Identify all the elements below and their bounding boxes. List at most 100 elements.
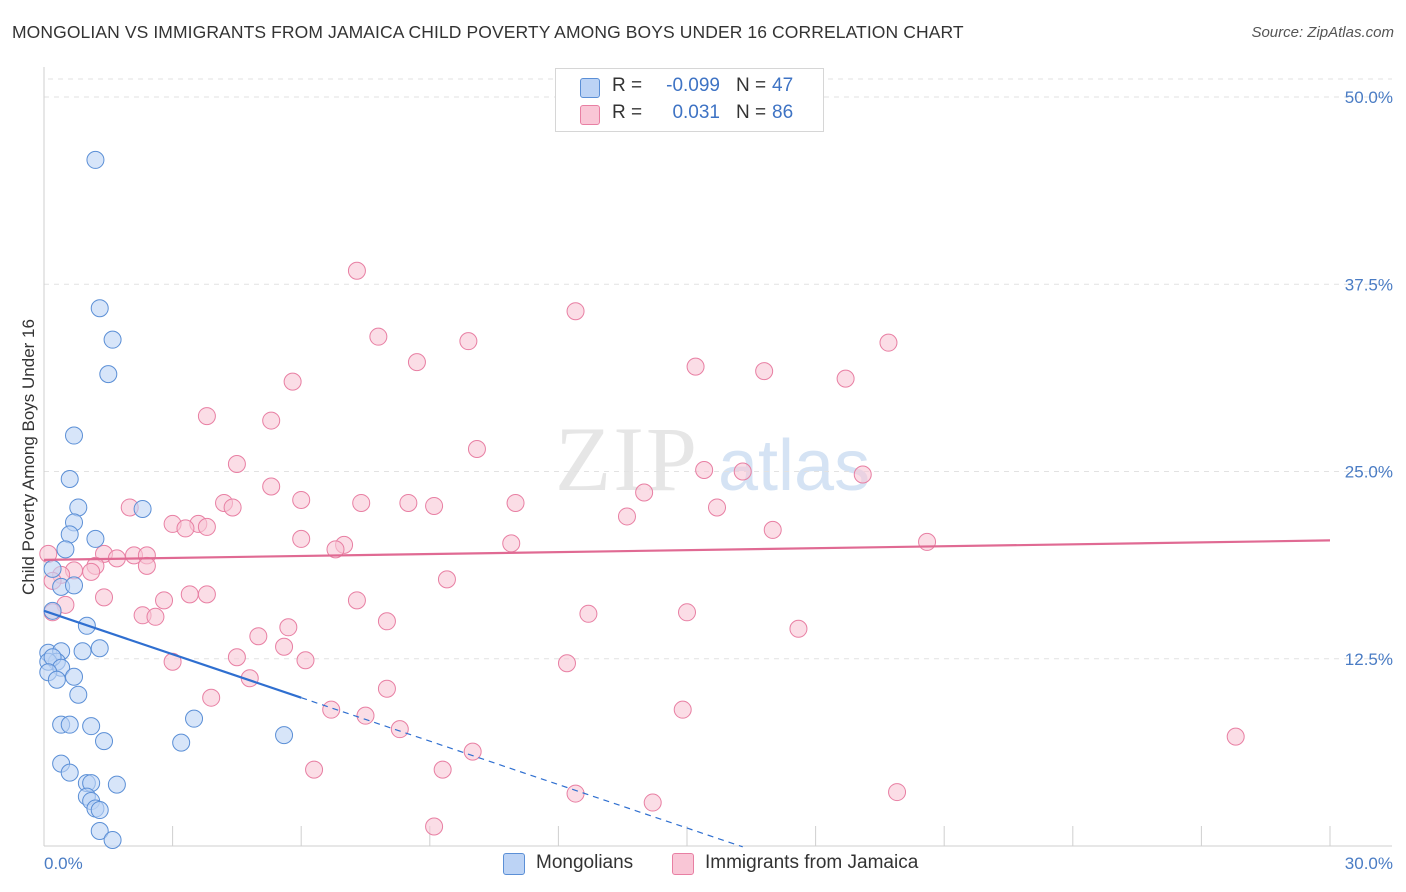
jamaica-point	[459, 332, 478, 351]
jamaica-point	[733, 462, 752, 481]
n-value: 47	[772, 75, 794, 96]
jamaica-point	[399, 493, 418, 512]
mongolians-point	[60, 525, 79, 544]
mongolians-point	[65, 426, 84, 445]
r-label: R =	[612, 102, 643, 123]
jamaica-point	[566, 302, 585, 321]
jamaica-point	[635, 483, 654, 502]
jamaica-point	[137, 556, 156, 575]
mongolians-point	[90, 639, 109, 658]
jamaica-point	[433, 760, 452, 779]
jamaica-point	[918, 532, 937, 551]
mongolians-point	[185, 709, 204, 728]
jamaica-point	[557, 654, 576, 673]
jamaica-point	[755, 362, 774, 381]
jamaica-point	[617, 507, 636, 526]
chart-title: MONGOLIAN VS IMMIGRANTS FROM JAMAICA CHI…	[12, 22, 964, 42]
mongolians-point	[90, 822, 109, 841]
stats-legend: R = -0.099 N = 47 R = 0.031 N = 86	[555, 68, 824, 132]
x-tick-labels: 0.0% 30.0%	[44, 854, 1393, 873]
r-value: 0.031	[672, 102, 720, 123]
trend-lines	[43, 539, 1331, 848]
legend-label: Mongolians	[536, 852, 634, 873]
jamaica-point	[262, 411, 281, 430]
jamaica-point	[82, 562, 101, 581]
jamaica-point	[352, 493, 371, 512]
jamaica-point	[673, 700, 692, 719]
jamaica-point	[879, 333, 898, 352]
jamaica-point	[347, 261, 366, 280]
gridlines	[44, 78, 1392, 660]
jamaica-swatch	[580, 105, 600, 125]
jamaica-point	[292, 529, 311, 548]
mongolians-trend-extension	[301, 697, 743, 848]
n-label: N =	[736, 75, 767, 96]
jamaica-point	[467, 440, 486, 459]
legend-label: Immigrants from Jamaica	[705, 852, 919, 873]
jamaica-trend-line	[43, 539, 1331, 561]
jamaica-point	[227, 455, 246, 474]
jamaica-point	[326, 540, 345, 559]
series-mongolians	[39, 150, 294, 850]
jamaica-legend-swatch	[672, 853, 694, 875]
jamaica-point	[202, 688, 221, 707]
mongolians-point	[95, 732, 114, 751]
jamaica-point	[146, 607, 165, 626]
jamaica-point	[279, 618, 298, 637]
n-label: N =	[736, 102, 767, 123]
jamaica-point	[197, 585, 216, 604]
jamaica-point	[227, 648, 246, 667]
jamaica-point	[1226, 727, 1245, 746]
jamaica-point	[155, 591, 174, 610]
jamaica-point	[763, 520, 782, 539]
mongolians-point	[56, 540, 75, 559]
mongolians-point	[86, 529, 105, 548]
r-label: R =	[612, 75, 643, 96]
mongolians-point	[65, 667, 84, 686]
jamaica-point	[425, 496, 444, 515]
n-value: 86	[772, 102, 794, 123]
mongolians-point	[65, 576, 84, 595]
jamaica-point	[390, 720, 409, 739]
x-tick-label: 0.0%	[44, 854, 83, 873]
jamaica-point	[643, 793, 662, 812]
jamaica-point	[197, 407, 216, 426]
jamaica-point	[176, 519, 195, 538]
mongolians-trend-line	[43, 609, 302, 699]
jamaica-point	[283, 372, 302, 391]
mongolians-legend-swatch	[503, 853, 525, 875]
jamaica-point	[180, 585, 199, 604]
jamaica-point	[197, 517, 216, 536]
mongolians-point	[73, 642, 92, 661]
watermark: ZIP atlas	[555, 408, 870, 510]
jamaica-point	[789, 619, 808, 638]
jamaica-point	[708, 498, 727, 517]
jamaica-point	[566, 784, 585, 803]
y-tick-label: 25.0%	[1345, 463, 1393, 482]
mongolians-point	[86, 150, 105, 169]
jamaica-point	[579, 604, 598, 623]
jamaica-point	[437, 570, 456, 589]
jamaica-point	[249, 627, 268, 646]
jamaica-point	[356, 706, 375, 725]
jamaica-point	[502, 534, 521, 553]
r-value: -0.099	[666, 75, 720, 96]
jamaica-point	[322, 700, 341, 719]
watermark-zip: ZIP	[555, 408, 699, 510]
x-tick-label: 30.0%	[1345, 854, 1393, 873]
y-axis-label: Child Poverty Among Boys Under 16	[19, 319, 38, 595]
y-tick-label: 50.0%	[1345, 88, 1393, 107]
jamaica-point	[377, 679, 396, 698]
jamaica-point	[425, 817, 444, 836]
mongolians-point	[133, 499, 152, 518]
jamaica-point	[292, 490, 311, 509]
mongolians-point	[60, 763, 79, 782]
jamaica-point	[463, 742, 482, 761]
mongolians-point	[275, 726, 294, 745]
mongolians-point	[82, 717, 101, 736]
mongolians-point	[69, 498, 88, 517]
mongolians-point	[107, 775, 126, 794]
mongolians-point	[69, 685, 88, 704]
jamaica-point	[95, 588, 114, 607]
